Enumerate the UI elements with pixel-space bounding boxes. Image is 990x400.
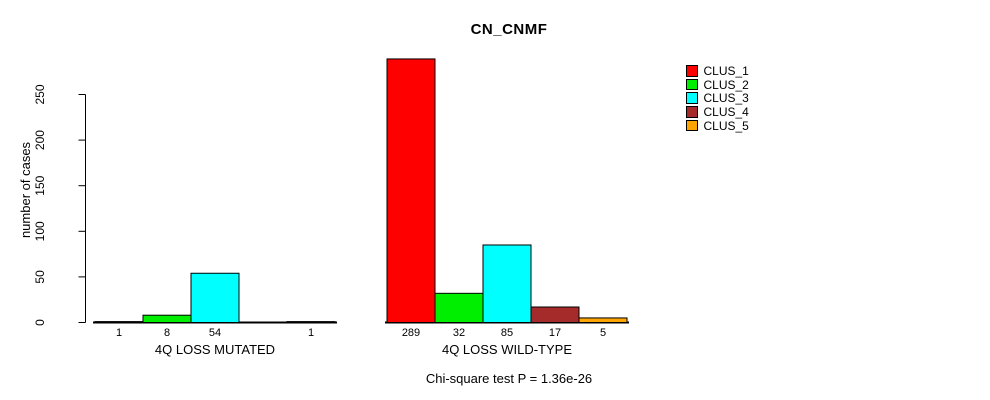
legend-label: CLUS_1 — [703, 63, 749, 78]
y-tick-label: 200 — [33, 130, 47, 150]
legend-label: CLUS_3 — [703, 91, 749, 106]
bar-CLUS_2-group-1 — [434, 292, 484, 324]
bar-CLUS_1-group-1 — [386, 58, 436, 323]
legend-swatch-CLUS_4 — [686, 106, 698, 118]
bar-CLUS_1-group-0 — [94, 321, 144, 324]
y-axis-title: number of cases — [18, 141, 33, 238]
bar-value-label: 1 — [308, 327, 314, 339]
legend-swatch-CLUS_5 — [686, 119, 698, 132]
bar-CLUS_4-group-1 — [530, 306, 580, 324]
bar-value-label: 8 — [164, 327, 170, 339]
y-tick-label: 100 — [33, 221, 47, 241]
legend-swatch-CLUS_1 — [686, 65, 698, 77]
bar-value-label: 289 — [402, 327, 420, 339]
legend: CLUS_1 CLUS_2 CLUS_3 CLUS_4 CLUS_5 — [686, 64, 749, 133]
bar-value-label: 32 — [453, 327, 465, 339]
bar-CLUS_3-group-1 — [482, 244, 532, 323]
legend-swatch-CLUS_2 — [686, 78, 698, 91]
legend-label: CLUS_4 — [703, 104, 749, 119]
bar-value-label: 54 — [209, 327, 221, 339]
legend-item-CLUS_1: CLUS_1 — [686, 64, 749, 78]
y-tick-label: 0 — [33, 319, 47, 326]
chi-square-caption: Chi-square test P = 1.36e-26 — [425, 371, 593, 386]
bar-value-label: 17 — [549, 327, 561, 339]
bar-CLUS_2-group-0 — [142, 314, 192, 324]
legend-item-CLUS_2: CLUS_2 — [686, 78, 749, 92]
legend-swatch-CLUS_3 — [686, 92, 698, 104]
bar-value-label: 1 — [116, 327, 122, 339]
bar-value-label: 85 — [501, 327, 513, 339]
x-group-label-mutated: 4Q LOSS MUTATED — [155, 342, 275, 357]
y-tick-label: 250 — [33, 84, 47, 104]
legend-item-CLUS_4: CLUS_4 — [686, 105, 749, 119]
legend-item-CLUS_5: CLUS_5 — [686, 119, 749, 133]
x-group-label-wild-type: 4Q LOSS WILD-TYPE — [442, 342, 572, 357]
bar-CLUS_5-group-0 — [286, 321, 336, 324]
bar-CLUS_5-group-1 — [578, 317, 628, 324]
bar-value-label: 5 — [600, 327, 606, 339]
legend-item-CLUS_3: CLUS_3 — [686, 91, 749, 105]
y-tick-label: 150 — [33, 175, 47, 195]
chart-title: CN_CNMF — [470, 21, 548, 38]
legend-label: CLUS_2 — [703, 77, 749, 92]
bar-CLUS_3-group-0 — [190, 272, 240, 324]
y-tick-label: 50 — [33, 270, 47, 284]
legend-label: CLUS_5 — [703, 118, 749, 133]
